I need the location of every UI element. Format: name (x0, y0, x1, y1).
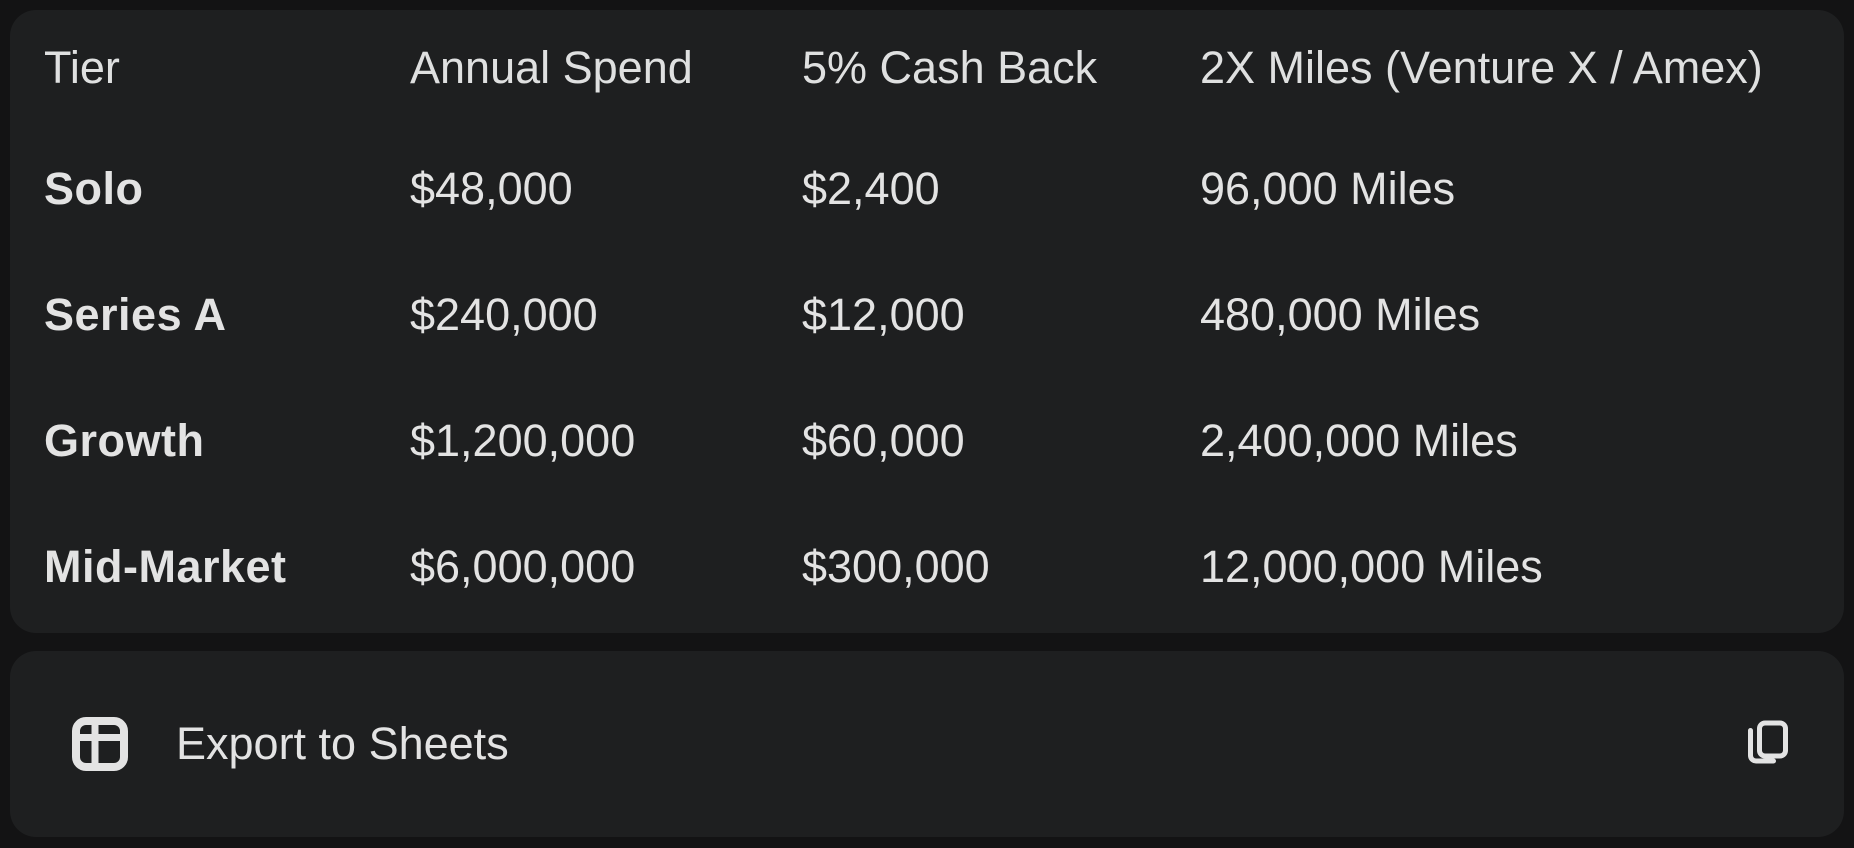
annual-spend-cell: $1,200,000 (410, 415, 636, 467)
miles-cell: 480,000 Miles (1200, 289, 1481, 341)
export-to-sheets-label: Export to Sheets (176, 718, 509, 769)
tier-cell: Mid-Market (44, 541, 287, 593)
table-actions-bar: Export to Sheets (10, 651, 1844, 837)
column-header-miles: 2X Miles (Venture X / Amex) (1200, 42, 1763, 94)
miles-cell: 2,400,000 Miles (1200, 415, 1518, 467)
column-header-tier: Tier (44, 42, 120, 94)
annual-spend-cell: $48,000 (410, 163, 573, 215)
cash-back-cell: $300,000 (802, 541, 990, 593)
table-grid-icon (72, 717, 128, 771)
tier-cell: Growth (44, 415, 205, 467)
column-header-cash-back: 5% Cash Back (802, 42, 1098, 94)
copy-button[interactable] (1740, 717, 1794, 771)
miles-cell: 12,000,000 Miles (1200, 541, 1543, 593)
cash-back-cell: $12,000 (802, 289, 965, 341)
tier-cell: Solo (44, 163, 144, 215)
copy-icon (1748, 720, 1788, 764)
cash-back-cell: $2,400 (802, 163, 940, 215)
annual-spend-cell: $6,000,000 (410, 541, 636, 593)
tier-cell: Series A (44, 289, 227, 341)
table-card: Tier Annual Spend 5% Cash Back 2X Miles … (10, 10, 1844, 633)
miles-cell: 96,000 Miles (1200, 163, 1456, 215)
pricing-table: Tier Annual Spend 5% Cash Back 2X Miles … (10, 10, 1844, 630)
export-to-sheets-button[interactable]: Export to Sheets (68, 712, 509, 776)
cash-back-cell: $60,000 (802, 415, 965, 467)
annual-spend-cell: $240,000 (410, 289, 598, 341)
column-header-annual-spend: Annual Spend (410, 42, 693, 94)
